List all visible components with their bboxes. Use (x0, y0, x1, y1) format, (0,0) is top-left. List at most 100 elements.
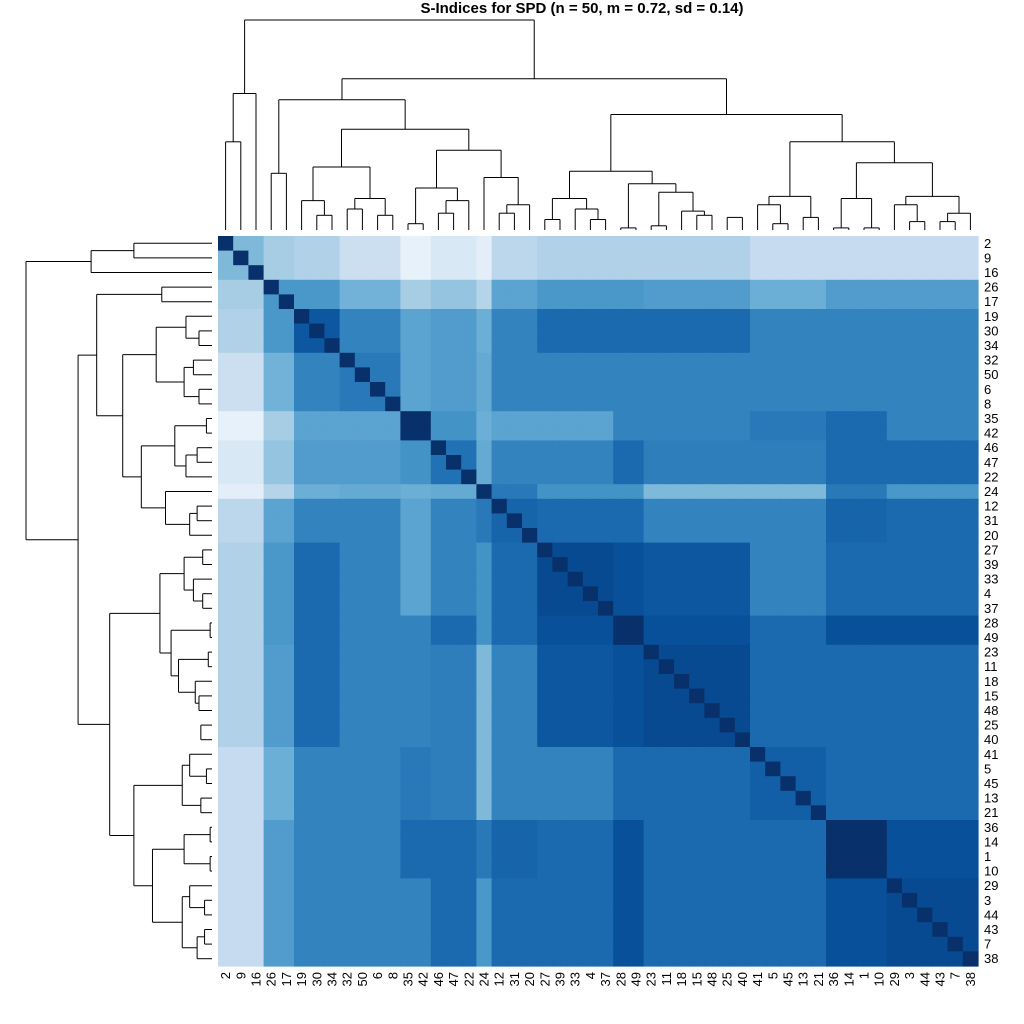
heatmap-cell (902, 761, 918, 777)
heatmap-cell (902, 790, 918, 806)
heatmap-cell (643, 352, 660, 368)
heatmap-cell (962, 498, 979, 514)
heatmap-cell (430, 805, 447, 821)
heatmap-cell (871, 440, 888, 456)
heatmap-cell (674, 484, 690, 500)
heatmap-cell (415, 484, 432, 500)
heatmap-cell (582, 907, 599, 923)
heatmap-cell (385, 279, 401, 295)
heatmap-cell (339, 630, 356, 646)
heatmap-cell (628, 411, 645, 427)
heatmap-cell (415, 703, 432, 719)
heatmap-cell (567, 425, 584, 441)
heatmap-cell (522, 776, 538, 792)
heatmap-cell (826, 542, 842, 558)
heatmap-cell (248, 601, 265, 617)
heatmap-cell (415, 922, 432, 938)
heatmap-cell (917, 469, 933, 485)
heatmap-cell (430, 309, 447, 325)
heatmap-cell (400, 250, 417, 266)
heatmap-cell (689, 893, 705, 909)
heatmap-cell (643, 411, 660, 427)
column-label: 50 (355, 972, 370, 986)
heatmap-cell (476, 863, 493, 879)
heatmap-cell (826, 601, 842, 617)
heatmap-cell (537, 513, 553, 529)
heatmap-cell (750, 805, 766, 821)
heatmap-cell (856, 323, 873, 339)
heatmap-cell (370, 761, 386, 777)
heatmap-cell (218, 688, 234, 704)
heatmap-cell (780, 440, 797, 456)
heatmap-cell (506, 396, 523, 412)
heatmap-cell (309, 688, 325, 704)
heatmap-cell (567, 805, 584, 821)
row-label: 26 (984, 280, 998, 295)
heatmap-cell (886, 878, 903, 894)
row-label: 30 (984, 323, 998, 338)
heatmap-cell (582, 834, 599, 850)
heatmap-cell (795, 411, 812, 427)
heatmap-cell (263, 717, 280, 733)
heatmap-cell (734, 542, 751, 558)
heatmap-cell (902, 688, 918, 704)
heatmap-cell (582, 863, 599, 879)
heatmap-cell (522, 250, 538, 266)
heatmap-cell (689, 936, 705, 952)
heatmap-cell (582, 936, 599, 952)
row-label: 5 (984, 761, 991, 776)
heatmap-cell (278, 586, 295, 602)
heatmap-cell (962, 484, 979, 500)
heatmap-cell (750, 338, 766, 354)
heatmap-cell (658, 674, 675, 690)
heatmap-cell (856, 878, 873, 894)
heatmap-cell (932, 323, 949, 339)
heatmap-cell (309, 382, 325, 398)
heatmap-cell (309, 323, 325, 339)
heatmap-cell (461, 440, 477, 456)
row-label: 12 (984, 499, 998, 514)
heatmap-cell (719, 688, 736, 704)
heatmap-cell (354, 834, 371, 850)
heatmap-cell (719, 951, 736, 967)
heatmap-cell (522, 878, 538, 894)
heatmap-cell (810, 790, 827, 806)
heatmap-cell (370, 250, 386, 266)
heatmap-cell (810, 294, 827, 310)
heatmap-cell (415, 951, 432, 967)
heatmap-cell (354, 309, 371, 325)
column-label: 45 (781, 972, 796, 986)
heatmap-cell (613, 440, 629, 456)
heatmap-cell (780, 922, 797, 938)
heatmap-cell (613, 396, 629, 412)
heatmap-cell (309, 309, 325, 325)
heatmap-cell (750, 323, 766, 339)
heatmap-cell (704, 236, 721, 252)
heatmap-cell (947, 250, 964, 266)
heatmap-cell (491, 805, 508, 821)
heatmap-cell (430, 323, 447, 339)
heatmap-cell (233, 469, 249, 485)
heatmap-cell (582, 455, 599, 471)
heatmap-cell (354, 717, 371, 733)
heatmap-cell (582, 484, 599, 500)
row-label: 9 (984, 250, 991, 265)
heatmap-cell (704, 615, 721, 631)
heatmap-cell (385, 411, 401, 427)
heatmap-cell (704, 279, 721, 295)
heatmap-cell (871, 586, 888, 602)
heatmap-cell (902, 557, 918, 573)
heatmap-cell (233, 951, 249, 967)
heatmap-cell (643, 294, 660, 310)
heatmap-cell (233, 790, 249, 806)
heatmap-cell (218, 382, 234, 398)
heatmap-cell (491, 951, 508, 967)
heatmap-cell (962, 805, 979, 821)
heatmap-cell (795, 674, 812, 690)
heatmap-cell (917, 367, 933, 383)
heatmap-cell (719, 309, 736, 325)
heatmap-cell (294, 922, 310, 938)
heatmap-cell (932, 513, 949, 529)
heatmap-cell (294, 236, 310, 252)
heatmap-cell (750, 425, 766, 441)
